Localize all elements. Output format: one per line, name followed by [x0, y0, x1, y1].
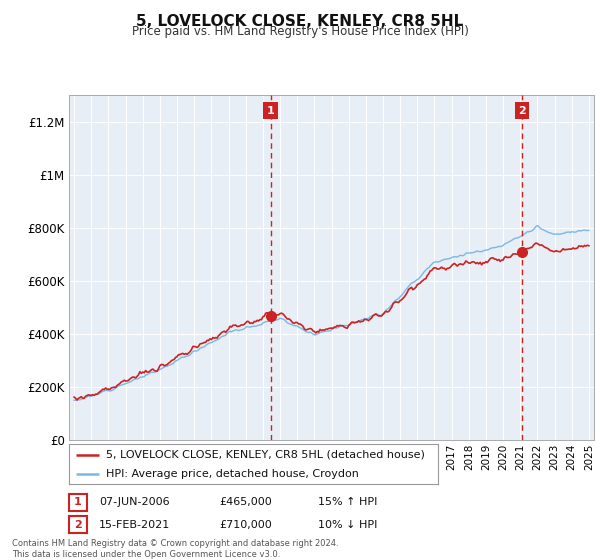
- Text: 15-FEB-2021: 15-FEB-2021: [99, 520, 170, 530]
- Text: 5, LOVELOCK CLOSE, KENLEY, CR8 5HL: 5, LOVELOCK CLOSE, KENLEY, CR8 5HL: [136, 14, 464, 29]
- Text: 1: 1: [74, 497, 82, 507]
- Text: Price paid vs. HM Land Registry's House Price Index (HPI): Price paid vs. HM Land Registry's House …: [131, 25, 469, 38]
- Text: 07-JUN-2006: 07-JUN-2006: [99, 497, 170, 507]
- Text: 2: 2: [518, 106, 526, 116]
- Text: HPI: Average price, detached house, Croydon: HPI: Average price, detached house, Croy…: [106, 469, 359, 478]
- Text: 1: 1: [267, 106, 274, 116]
- Text: Contains HM Land Registry data © Crown copyright and database right 2024.
This d: Contains HM Land Registry data © Crown c…: [12, 539, 338, 559]
- Text: 15% ↑ HPI: 15% ↑ HPI: [318, 497, 377, 507]
- Text: £465,000: £465,000: [219, 497, 272, 507]
- Text: 10% ↓ HPI: 10% ↓ HPI: [318, 520, 377, 530]
- Text: £710,000: £710,000: [219, 520, 272, 530]
- Text: 5, LOVELOCK CLOSE, KENLEY, CR8 5HL (detached house): 5, LOVELOCK CLOSE, KENLEY, CR8 5HL (deta…: [106, 450, 425, 460]
- Text: 2: 2: [74, 520, 82, 530]
